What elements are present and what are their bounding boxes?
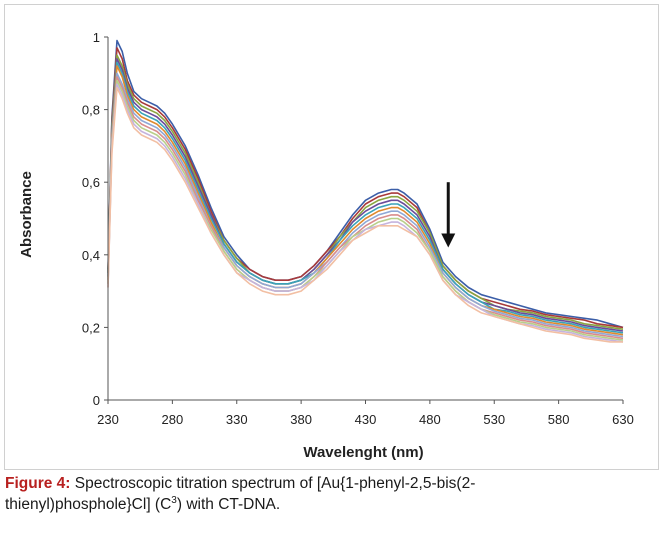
x-tick-label: 330 [226,412,248,427]
y-tick-label: 0,8 [82,103,100,118]
x-tick-label: 280 [162,412,184,427]
y-tick-label: 0 [93,393,100,408]
caption-text: Spectroscopic titration spectrum of [Au{… [5,475,475,513]
series-line-8 [107,76,624,340]
series-line-6 [107,65,624,336]
caption-label: Figure 4: [5,475,71,492]
series-layer [107,39,624,343]
x-tick-label: 430 [355,412,377,427]
chart-frame: 230 280 330 380 430 480 530 580 630 0 0,2 0,4 0,6 0,8… [4,4,659,470]
caption-tail: ) with CT-DNA. [176,496,281,513]
axis-layer: 230 280 330 380 430 480 530 580 630 0 0,2 0,4 0,6 0,8… [18,30,634,461]
x-tick-label: 230 [97,412,119,427]
series-line-10 [107,83,624,343]
x-tick-label: 480 [419,412,441,427]
y-tick-label: 1 [93,30,100,45]
x-axis-title: Wavelenght (nm) [303,444,423,461]
x-tick-label: 530 [483,412,505,427]
arrow-head [441,233,456,248]
y-tick-label: 0,2 [82,320,100,335]
series-line-11 [107,87,623,343]
annotation-layer [441,182,456,248]
y-tick-label: 0,4 [82,248,100,263]
caption-body: Spectroscopic titration spectrum of [Au{… [5,475,476,513]
series-line-1 [107,39,624,329]
x-tick-label: 630 [612,412,634,427]
x-tick-label: 580 [548,412,570,427]
spectrum-chart: 230 280 330 380 430 480 530 580 630 0 0,2 0,4 0,6 0,8… [18,30,634,461]
series-line-4 [107,57,624,332]
figure-caption: Figure 4: Spectroscopic titration spectr… [5,473,661,531]
x-tick-label: 380 [290,412,312,427]
y-axis-title: Absorbance [18,171,35,258]
caption-superscript: 3 [171,494,177,506]
series-line-3 [107,54,624,330]
y-tick-label: 0,6 [82,175,100,190]
series-line-5 [107,61,624,334]
series-line-2 [107,47,624,329]
